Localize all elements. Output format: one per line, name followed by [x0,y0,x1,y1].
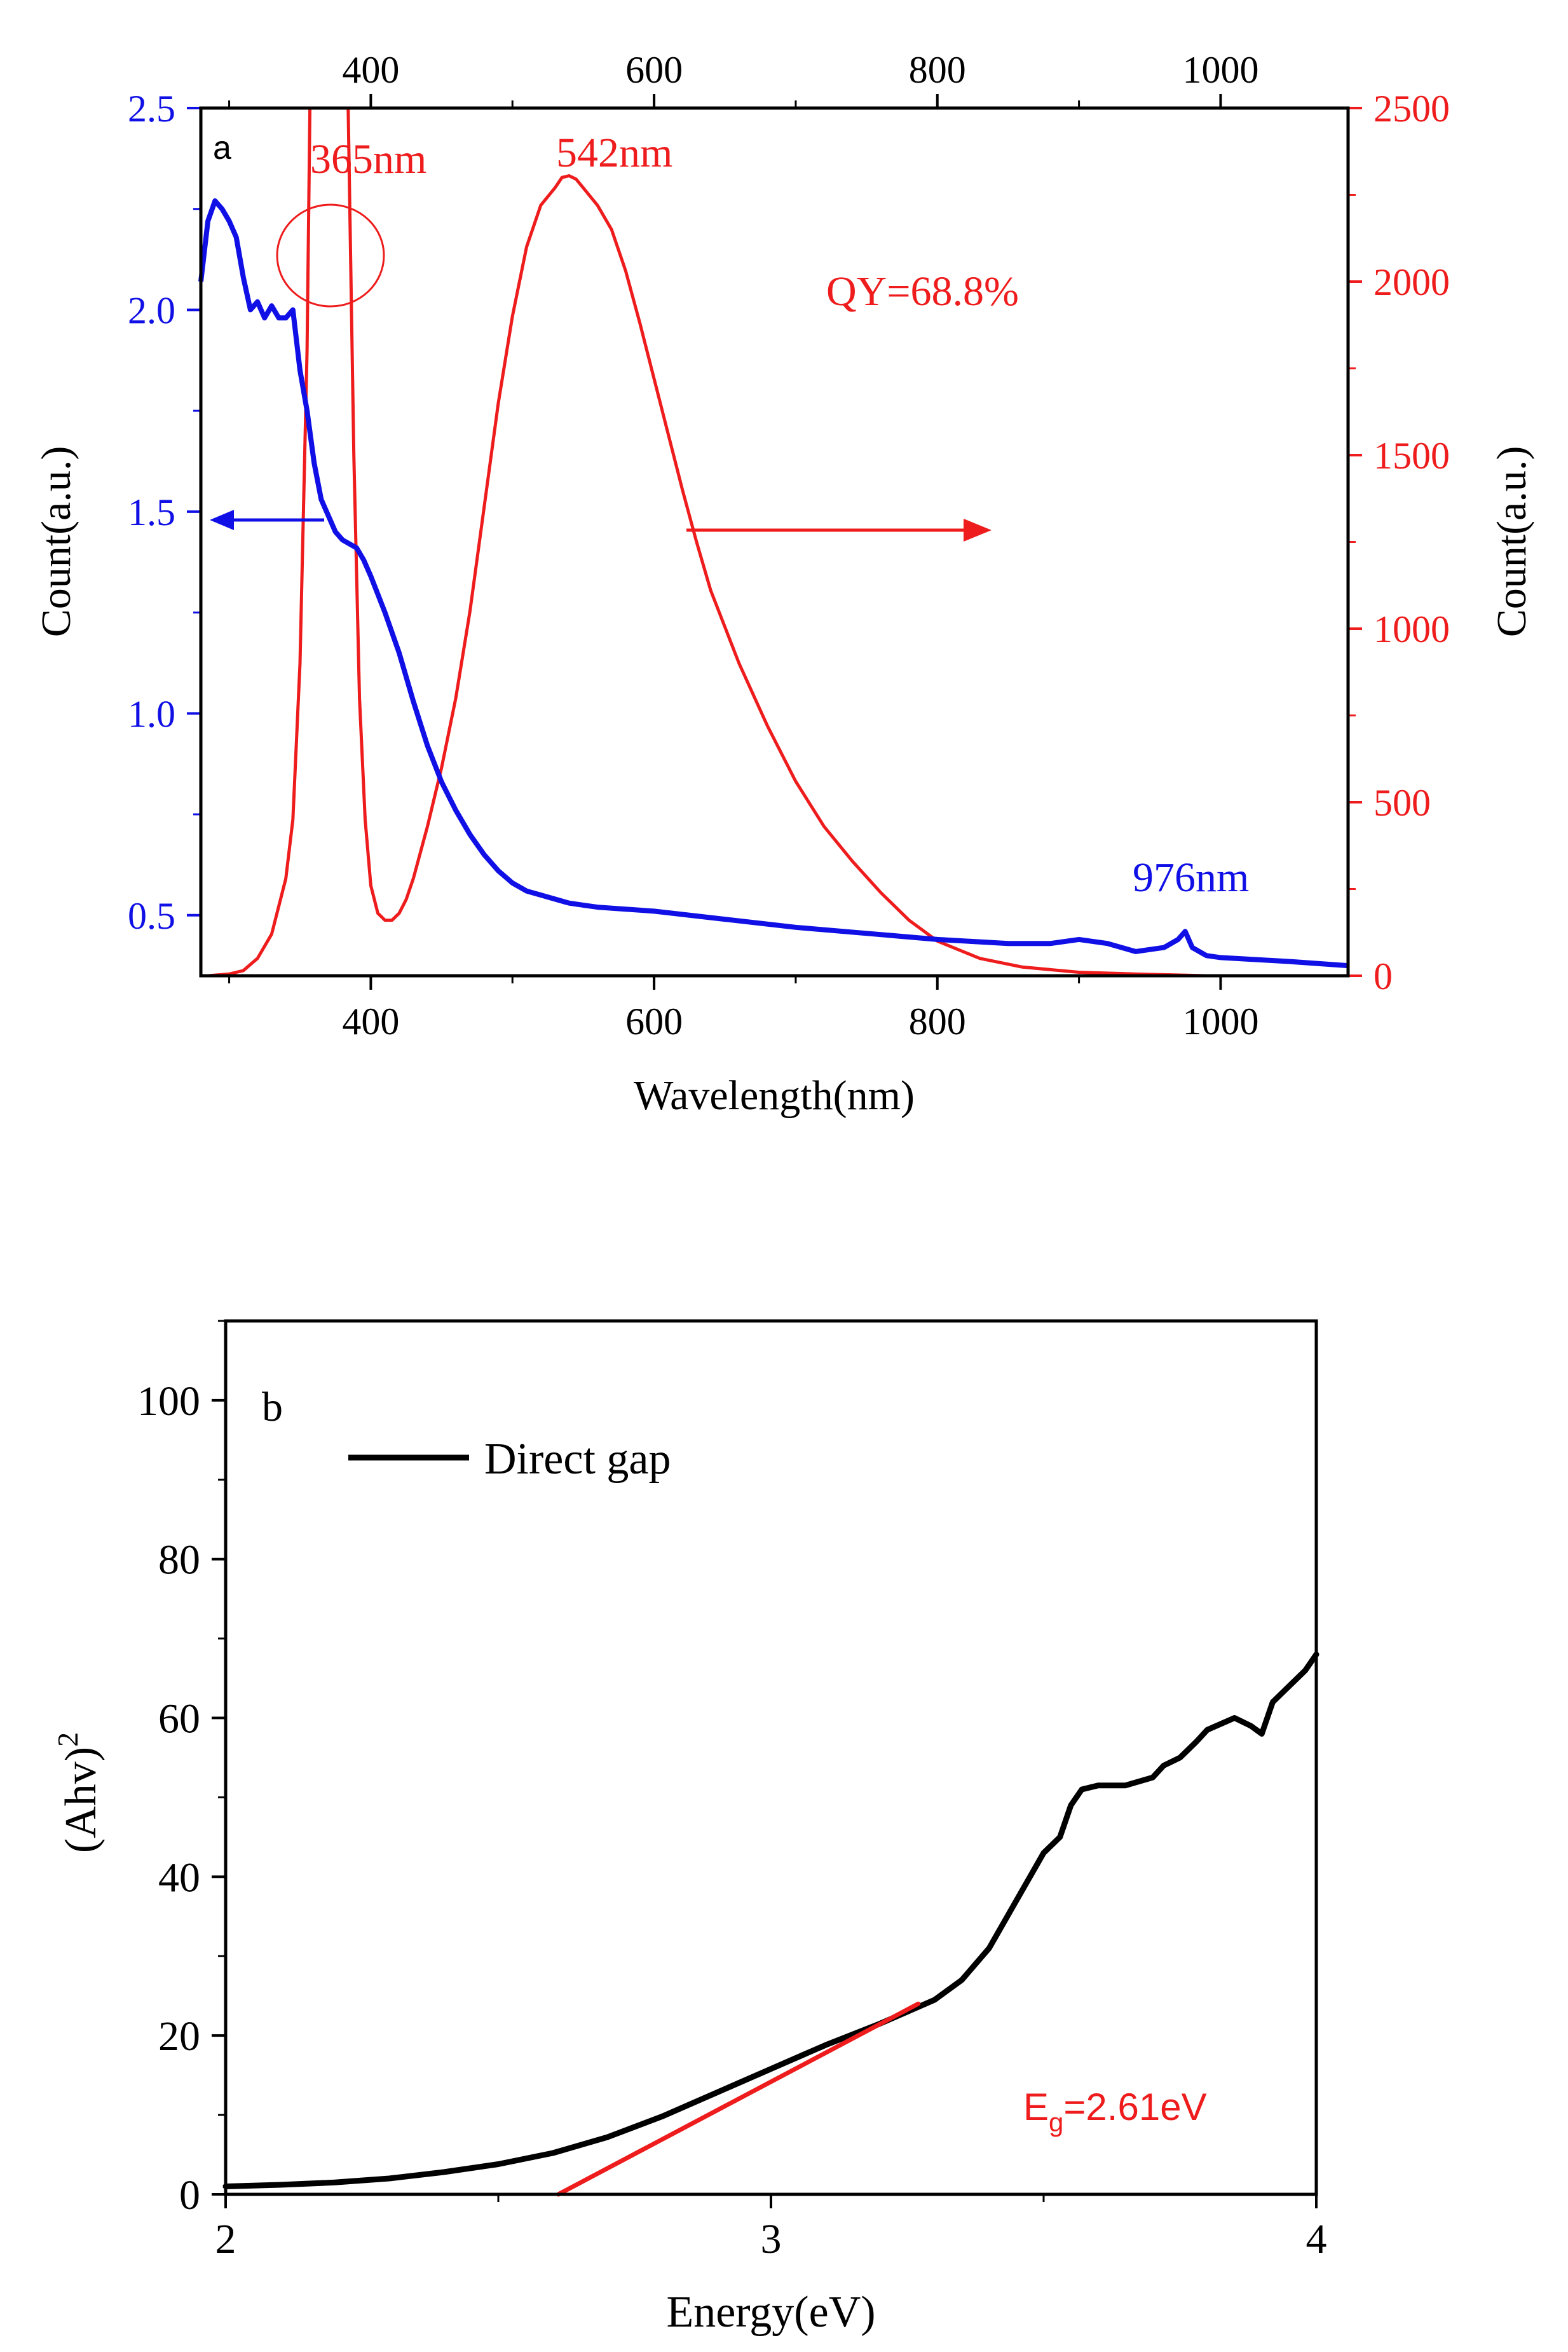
annotation-365nm: 365nm [310,136,426,182]
annotation-qy: QY=68.8% [826,268,1019,315]
top-x-tick-label: 800 [909,49,966,91]
annotation-542nm: 542nm [556,130,672,176]
right-y-tick-label: 2500 [1374,88,1450,130]
excitation-circle-marker [276,203,385,308]
panel-a-chart: 400 600 800 1000 400 600 800 1000 0.5 1.0 1.5 2.0 2.… [33,49,1535,1119]
left-y-tick-label: 1.0 [128,693,175,735]
left-y-tick-label: 1.5 [128,491,175,533]
annotation-bandgap-subscript: g [1049,2107,1063,2137]
left-y-tick-label: 0.5 [128,895,175,937]
top-x-tick-label: 600 [625,49,683,91]
series-direct-gap-line [222,1651,1319,2189]
series-linear-fit-line [556,2001,921,2197]
panel-a-frame [199,106,1350,978]
y-tick-label: 100 [137,1378,200,1425]
panel-b-y-axis-title-superscript: 2 [51,1732,84,1747]
panel-b-series-layer [222,1651,1319,2197]
left-y-tick-label: 2.5 [128,88,175,130]
x-tick-label: 800 [909,1001,966,1043]
x-tick-label: 400 [342,1001,399,1043]
legend: Direct gap [348,1435,671,1484]
panel-b-label: b [262,1384,283,1430]
x-tick-label: 2 [215,2216,236,2262]
panel-a-left-y-axis-title: Count(a.u.) [33,446,79,638]
legend-label-direct-gap: Direct gap [484,1435,671,1484]
x-tick-label: 1000 [1182,1001,1258,1043]
y-tick-label: 60 [158,1696,200,1742]
annotation-bandgap: Eg=2.61eV [1023,2086,1207,2137]
right-y-tick-label: 1500 [1374,435,1450,477]
right-y-tick-label: 500 [1374,782,1431,824]
x-tick-label: 4 [1306,2216,1327,2262]
left-y-tick-label: 2.0 [128,289,175,331]
panel-b-frame [224,1319,1318,2196]
panel-b-y-axis-title-main: (Ahv) [57,1747,106,1853]
right-y-tick-label: 2000 [1374,261,1450,303]
panel-a-x-axis-title: Wavelength(nm) [634,1072,915,1119]
right-axis-arrow-head [964,519,992,542]
annotation-bandgap-symbol: E [1023,2086,1049,2128]
panel-a-label: a [213,130,231,167]
x-tick-label: 600 [625,1001,683,1043]
panel-b-x-axis-title: Energy(eV) [666,2288,875,2337]
right-y-tick-label: 0 [1374,955,1393,997]
x-tick-label: 3 [761,2216,782,2262]
panel-b-y-axis-title: (Ahv)2 [51,1732,106,1853]
y-tick-label: 40 [158,1854,200,1901]
series-absorption-line [198,198,1349,969]
y-tick-label: 20 [158,2013,200,2060]
y-tick-label: 80 [158,1537,200,1583]
top-x-tick-label: 1000 [1182,49,1258,91]
y-tick-label: 0 [179,2172,200,2219]
panel-a-right-y-axis-title: Count(a.u.) [1489,446,1535,638]
annotation-976nm: 976nm [1133,854,1249,901]
panel-a-ticks-layer: 400 600 800 1000 400 600 800 1000 0.5 1.0 1.5 2.0 2.… [128,49,1450,1043]
annotation-bandgap-value: =2.61eV [1063,2086,1206,2128]
right-y-tick-label: 1000 [1374,608,1450,650]
left-axis-arrow-head [210,510,234,530]
top-x-tick-label: 400 [342,49,399,91]
series-photoluminescence-line [207,106,1207,978]
panel-a-series-layer [198,106,1349,978]
